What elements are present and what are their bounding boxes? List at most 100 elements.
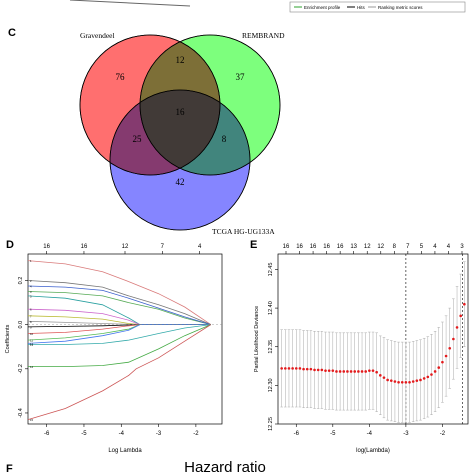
top-tick-label: 4: [433, 244, 437, 250]
panel-e-ylabel: Partial Likelihood Deviance: [254, 306, 260, 372]
deviance-point: [400, 380, 404, 384]
deviance-point: [309, 367, 313, 371]
venn-count-gravendeel-tcga: 25: [133, 134, 143, 144]
panel-b-axis-fragment: [69, 0, 191, 7]
deviance-point: [455, 326, 459, 329]
coefficient-path-line: [28, 324, 211, 345]
deviance-point: [360, 370, 364, 373]
deviance-point: [433, 370, 437, 373]
path-index-label: 7: [30, 314, 32, 318]
legend-label-ranking: Ranking metric scores: [378, 5, 423, 10]
coefficient-path-line: [27, 324, 211, 344]
deviance-point: [426, 375, 430, 379]
deviance-point: [452, 337, 455, 341]
deviance-point: [331, 369, 335, 372]
venn-set-label-rembrand: REMBRAND: [242, 31, 285, 40]
panel-f: F Hazard ratio: [6, 459, 266, 474]
deviance-point: [327, 369, 331, 372]
x-tick-label: -3: [156, 431, 162, 437]
top-tick-label: 16: [81, 244, 88, 250]
venn-count-gravendeel-rembrand: 12: [176, 55, 185, 65]
panel-d-ylabel: Coefficients: [5, 324, 11, 353]
panel-d-plot-frame: [27, 253, 223, 425]
top-tick-label: 12: [377, 244, 384, 250]
deviance-point: [397, 380, 400, 384]
path-index-label: 13: [30, 343, 34, 347]
coefficient-path-line: [27, 291, 211, 325]
deviance-point: [291, 367, 294, 370]
venn-count-only-gravendeel: 76: [116, 72, 126, 82]
panel-d-x-axis: -6 -5 -4 -3 -2: [44, 424, 199, 437]
top-tick-label: 5: [420, 244, 424, 250]
deviance-point: [393, 380, 397, 383]
panel-c: C Gravendeel REMBRAND TCGA HG-UG133A 76 …: [8, 27, 285, 236]
top-tick-label: 13: [350, 244, 357, 250]
panel-e-top-axis: 16 16 16 16 16 13 12 12 8 7 5 4 4 3: [283, 244, 464, 254]
path-index-label: 1: [30, 259, 32, 263]
top-tick-label: 16: [337, 244, 344, 250]
path-index-label: 2: [30, 279, 32, 283]
deviance-point: [422, 377, 426, 380]
y-tick-label: -0.4: [18, 408, 24, 417]
deviance-point: [349, 370, 353, 373]
deviance-point: [437, 366, 441, 369]
venn-count-only-tcga: 42: [176, 177, 185, 187]
panel-b-legend-box: [289, 1, 466, 13]
y-tick-label: 12.25: [268, 417, 274, 431]
panel-e-x-axis: -6 -5 -4 -3 -2: [294, 424, 446, 437]
top-tick-label: 3: [460, 244, 464, 250]
deviance-point: [338, 370, 342, 373]
deviance-point: [382, 376, 386, 379]
coefficient-path-line: [28, 324, 211, 368]
deviance-point: [408, 380, 411, 384]
y-tick-label: -0.2: [18, 364, 24, 373]
deviance-point: [371, 369, 375, 372]
legend-label-hits: Hits: [357, 5, 365, 10]
deviance-point: [320, 368, 324, 372]
path-index-label: 15: [30, 418, 34, 422]
deviance-point: [287, 367, 291, 370]
panel-f-title: Hazard ratio: [184, 459, 266, 474]
venn-count-only-rembrand: 37: [236, 72, 246, 82]
top-tick-label: 12: [364, 244, 371, 250]
deviance-point: [386, 378, 389, 382]
deviance-point: [284, 367, 287, 370]
deviance-point: [441, 360, 444, 364]
coefficient-path-line: [27, 260, 212, 325]
panel-e-letter: E: [250, 239, 257, 251]
deviance-point: [404, 380, 408, 384]
path-index-label: 6: [30, 308, 32, 312]
panel-d-letter: D: [6, 239, 14, 251]
venn-count-all-three: 16: [176, 107, 186, 117]
panel-e: E 16 16 16 16 16 13 12 12 8 7 5 4 4 3 -6 -5 -4 -3 -2 12.2…: [250, 239, 469, 454]
deviance-point: [448, 346, 452, 350]
path-index-label: 14: [30, 365, 34, 369]
panel-e-plot-frame: [277, 253, 469, 425]
deviance-point: [364, 370, 367, 373]
top-tick-label: 16: [323, 244, 330, 250]
coefficient-path-line: [27, 315, 211, 326]
x-tick-label: -4: [367, 431, 373, 437]
top-tick-label: 7: [161, 244, 165, 250]
path-index-label: 3: [30, 290, 32, 294]
deviance-point: [335, 370, 338, 373]
path-index-label: 8: [30, 320, 32, 324]
y-tick-label: 12.45: [268, 263, 274, 277]
deviance-point: [305, 367, 309, 371]
legend-label-enrichment: Enrichment profile: [304, 5, 341, 10]
deviance-point: [411, 380, 415, 383]
x-tick-label: -5: [330, 431, 336, 437]
y-tick-label: 12.30: [268, 378, 274, 392]
path-index-label: 9: [30, 325, 32, 329]
x-tick-label: -6: [44, 431, 50, 437]
top-tick-label: 7: [406, 244, 410, 250]
panel-c-letter: C: [8, 27, 16, 39]
top-tick-label: 4: [447, 244, 451, 250]
x-tick-label: -6: [294, 431, 300, 437]
deviance-point: [389, 379, 393, 383]
venn-outline-rembrand: [139, 34, 281, 176]
venn-set-label-gravendeel: Gravendeel: [80, 31, 115, 40]
panel-d: D 16 16 12 7 4 -6 -5 -4 -3 -2 -0.4-0.20.00.2 123…: [5, 239, 223, 454]
deviance-point: [444, 354, 448, 358]
